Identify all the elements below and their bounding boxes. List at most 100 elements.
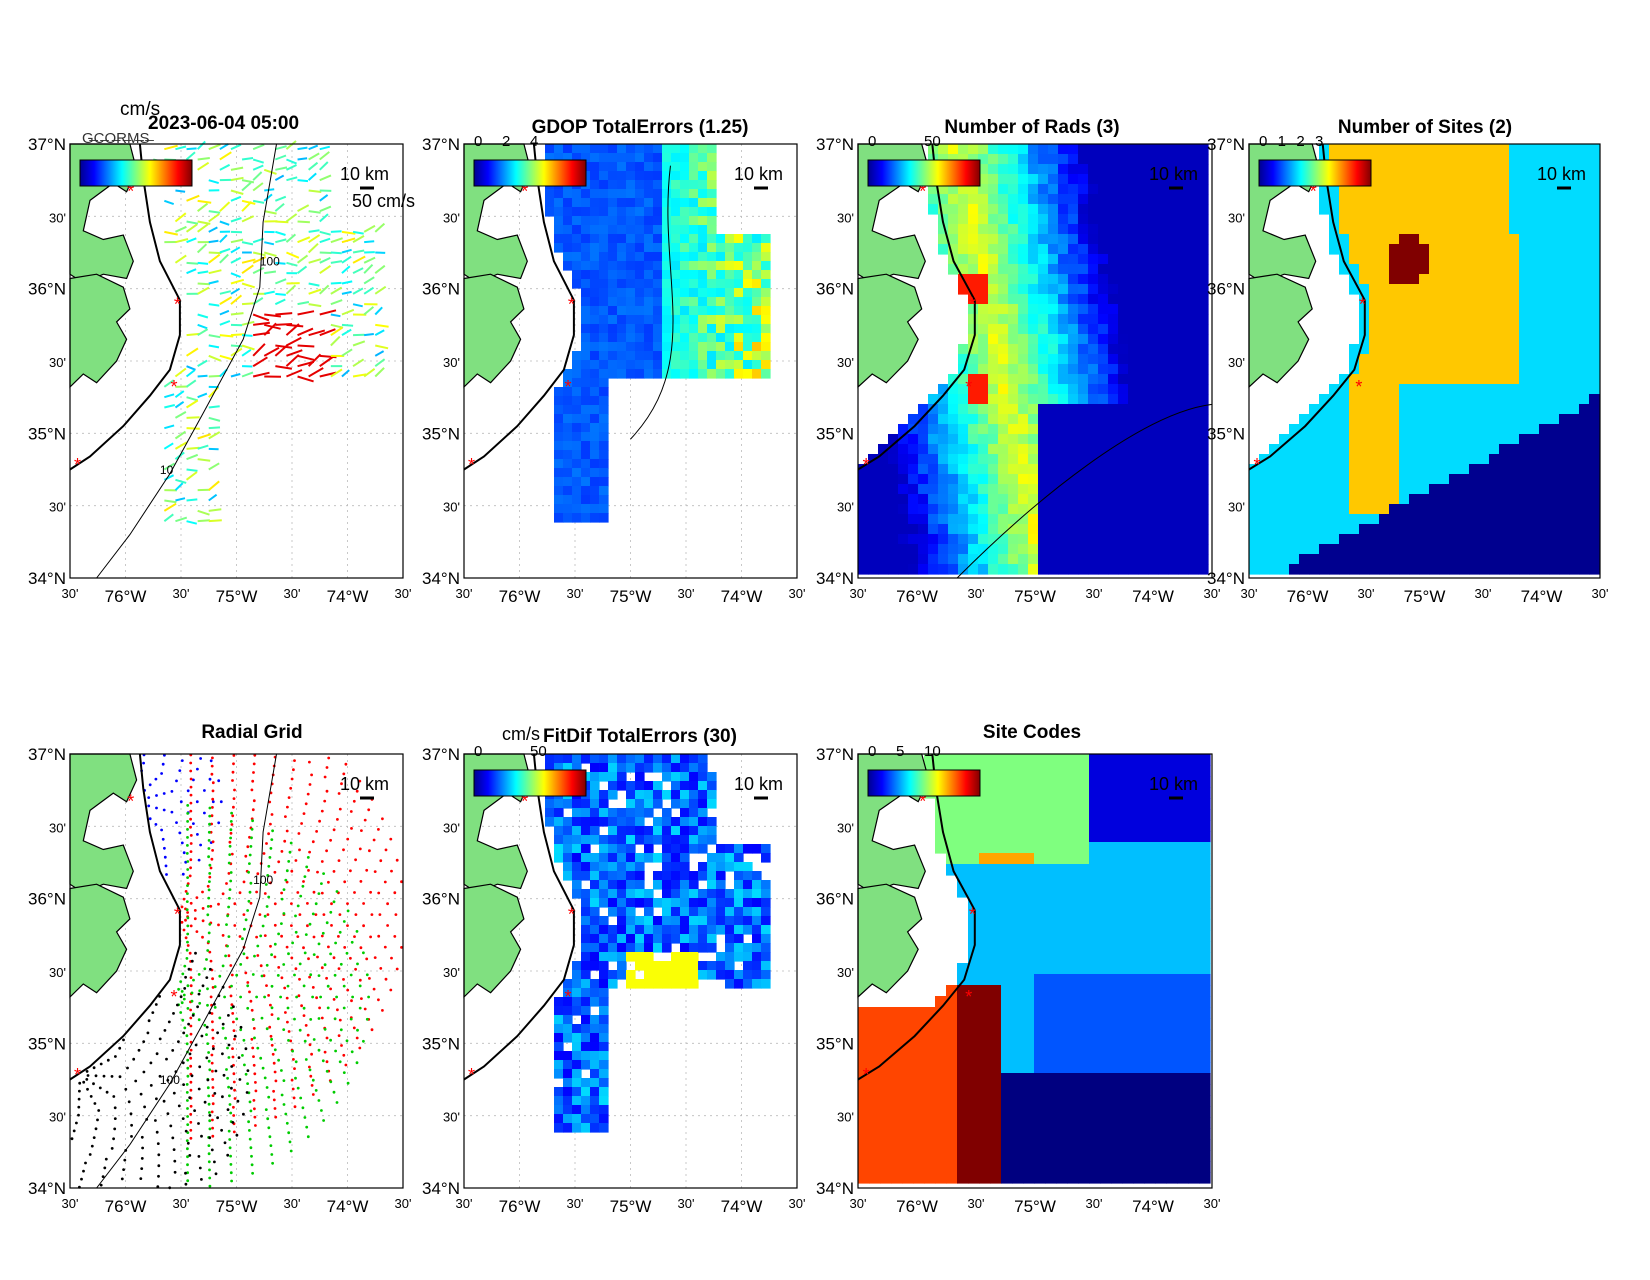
grid-cell <box>1589 434 1600 445</box>
grid-cell <box>662 297 672 307</box>
radial-grid-point <box>111 1075 114 1078</box>
grid-cell <box>978 234 989 245</box>
grid-cell <box>590 1015 600 1025</box>
grid-cell <box>581 925 591 935</box>
grid-cell <box>1178 334 1189 345</box>
grid-cell <box>635 261 645 271</box>
grid-cell <box>1569 554 1580 565</box>
grid-cell <box>707 207 717 217</box>
grid-cell <box>1098 514 1109 525</box>
grid-cell <box>1319 514 1330 525</box>
radial-grid-point <box>203 1024 206 1027</box>
grid-cell <box>599 763 609 773</box>
grid-cell <box>1549 234 1560 245</box>
grid-cell <box>1349 424 1360 435</box>
current-vector <box>187 397 198 400</box>
radial-grid-point <box>334 1050 337 1053</box>
grid-cell <box>689 306 699 316</box>
grid-cell <box>1549 154 1560 165</box>
radial-grid-point <box>151 1011 154 1014</box>
grid-cell <box>978 144 989 155</box>
current-vector <box>342 257 351 263</box>
grid-cell <box>1539 454 1550 465</box>
grid-cell <box>1068 524 1079 535</box>
grid-cell <box>689 198 699 208</box>
grid-cell <box>1098 164 1109 175</box>
current-vector <box>175 402 183 408</box>
grid-cell <box>1329 434 1340 445</box>
grid-cell <box>1369 564 1380 575</box>
grid-cell <box>968 194 979 205</box>
grid-cell <box>1399 214 1410 225</box>
radial-grid-point <box>318 820 321 823</box>
radial-grid-point <box>225 882 228 885</box>
current-vector <box>264 170 276 174</box>
current-vector <box>209 418 220 421</box>
grid-cell <box>1259 474 1270 485</box>
grid-cell <box>1158 364 1169 375</box>
grid-cell <box>1569 364 1580 375</box>
grid-cell <box>1058 434 1069 445</box>
scale-bar-label: 10 km <box>340 774 389 794</box>
grid-cell <box>590 288 600 298</box>
grid-cell <box>1379 414 1390 425</box>
grid-cell <box>1409 404 1420 415</box>
radial-grid-point <box>393 891 396 894</box>
grid-cell <box>734 342 744 352</box>
grid-cell <box>1569 324 1580 335</box>
grid-cell <box>1038 364 1049 375</box>
grid-cell <box>1138 144 1149 155</box>
grid-cell <box>1008 414 1019 425</box>
grid-cell <box>1038 464 1049 475</box>
radial-grid-point <box>128 1100 131 1103</box>
radial-grid-point <box>225 1068 228 1071</box>
radial-grid-point <box>299 913 302 916</box>
site-marker: * <box>127 792 134 812</box>
radial-grid-point <box>310 1053 313 1056</box>
grid-cell <box>1449 364 1460 375</box>
grid-cell <box>1319 534 1330 545</box>
grid-cell <box>1058 274 1069 285</box>
grid-cell <box>1279 464 1290 475</box>
grid-cell <box>1519 414 1530 425</box>
grid-cell <box>1589 214 1600 225</box>
grid-cell <box>1449 184 1460 195</box>
grid-cell <box>1529 464 1540 475</box>
grid-cell <box>1449 244 1460 255</box>
grid-cell <box>1449 444 1460 455</box>
radial-grid-point <box>302 946 305 949</box>
grid-cell <box>626 907 636 917</box>
grid-cell <box>1529 554 1540 565</box>
grid-cell <box>1289 484 1300 495</box>
grid-cell <box>1118 194 1129 205</box>
grid-cell <box>988 544 999 555</box>
grid-cell <box>1359 464 1370 475</box>
grid-cell <box>1539 394 1550 405</box>
lon-tick-label: 74°W <box>327 1197 369 1216</box>
grid-cell <box>908 514 919 525</box>
grid-cell <box>1429 434 1440 445</box>
grid-cell <box>1359 234 1370 245</box>
radial-grid-point <box>373 839 376 842</box>
radial-grid-point <box>214 985 217 988</box>
grid-cell <box>1158 274 1169 285</box>
grid-cell <box>599 342 609 352</box>
grid-cell <box>1509 174 1520 185</box>
grid-cell <box>572 1114 582 1124</box>
grid-cell <box>1539 424 1550 435</box>
current-vector <box>253 268 264 273</box>
grid-cell <box>1108 494 1119 505</box>
grid-cell <box>1579 564 1590 575</box>
grid-cell <box>1339 394 1350 405</box>
grid-cell <box>743 342 753 352</box>
grid-cell <box>626 288 636 298</box>
grid-cell <box>1559 404 1570 415</box>
grid-cell <box>1589 344 1600 355</box>
grid-cell <box>1389 474 1400 485</box>
radial-grid-point <box>313 953 316 956</box>
current-vector <box>320 195 328 201</box>
grid-cell <box>1198 374 1209 385</box>
current-vector <box>175 412 185 418</box>
grid-cell <box>1198 484 1209 495</box>
grid-cell <box>1539 204 1550 215</box>
